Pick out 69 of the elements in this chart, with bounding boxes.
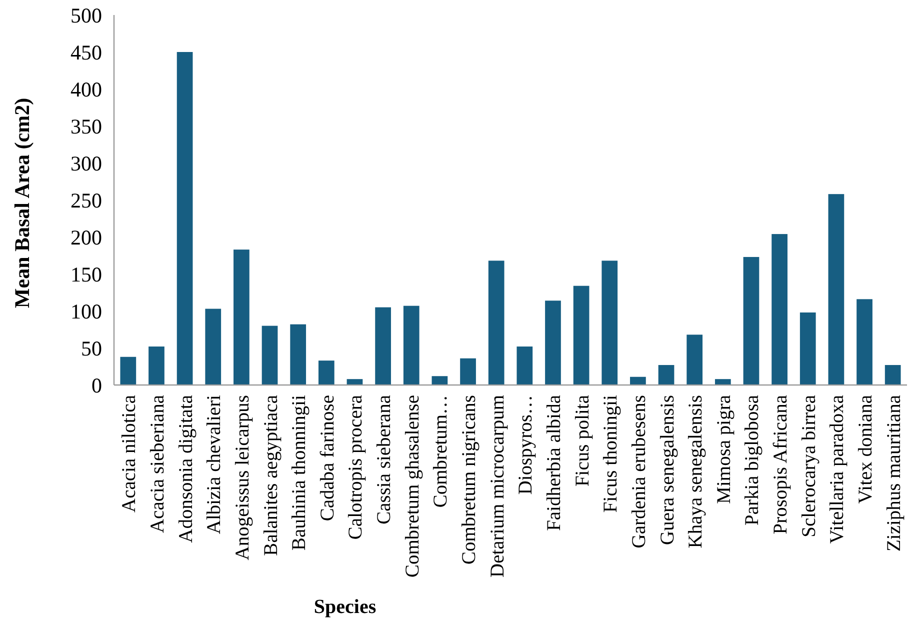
x-tick-label: Combretum nigricans: [459, 395, 480, 565]
bar: [432, 376, 448, 385]
x-tick-label: Combretum ghasalense: [402, 395, 424, 578]
x-tick-label: Guera senegalensis: [657, 395, 678, 545]
bar: [460, 358, 476, 385]
bar: [828, 194, 844, 385]
bar: [375, 307, 391, 385]
y-tick-label: 100: [70, 299, 102, 324]
x-tick-label: Vitex doniana: [856, 394, 877, 504]
bar: [290, 324, 306, 385]
y-tick-label: 450: [70, 40, 102, 64]
y-tick-label: 0: [92, 373, 102, 398]
x-tick-label: Anogeissus leicarpus: [232, 395, 254, 560]
x-tick-label: Ficus thoningii: [600, 394, 622, 513]
bar: [488, 260, 504, 385]
x-tick-label: Gardenia erubesens: [628, 395, 650, 548]
bar: [234, 250, 250, 385]
x-tick-label: Parkia biglobosa: [742, 394, 764, 526]
x-tick-label: Ficus polita: [572, 394, 594, 487]
bar: [545, 300, 561, 385]
x-tick-label: Albizia chevalieri: [204, 394, 226, 534]
x-tick-label: Acacia sieberiana: [147, 394, 168, 534]
x-tick-label: Cadaba farinose: [317, 395, 338, 522]
bar: [573, 286, 590, 385]
x-tick-label: Vitellaria paradoxa: [827, 394, 848, 544]
bar: [884, 365, 901, 385]
x-tick-label: Faidherbia albida: [544, 394, 565, 531]
bar: [686, 334, 703, 385]
bar: [176, 52, 193, 385]
x-tick-label: Cassia sieberana: [374, 394, 396, 524]
x-tick-label: Ziziphus mauritiana: [884, 394, 905, 552]
y-tick-label: 50: [81, 336, 102, 360]
y-tick-label: 200: [70, 225, 102, 250]
x-tick-label: Detarium microcarpum: [487, 395, 508, 578]
y-tick-label: 250: [70, 188, 102, 212]
y-tick-label: 150: [70, 262, 102, 286]
x-tick-label: Diospyros…: [516, 395, 537, 495]
bar: [714, 379, 731, 385]
bar: [602, 260, 618, 385]
bar: [772, 234, 788, 385]
x-tick-label: Calotropis procera: [346, 394, 367, 540]
x-tick-label: Acacia nilotica: [119, 394, 140, 512]
bar: [205, 308, 222, 385]
x-tick-label: Combretum…: [430, 395, 452, 508]
bar: [318, 360, 334, 385]
y-axis-title: Mean Basal Area (cm2): [10, 98, 34, 308]
bar: [262, 326, 278, 385]
x-tick-label: Khaya senegalensis: [686, 395, 707, 548]
y-tick-label: 500: [70, 3, 102, 28]
y-tick-label: 400: [70, 77, 102, 102]
bar: [403, 306, 420, 385]
x-tick-label: Adonsonia digitata: [176, 394, 197, 543]
y-tick-label: 300: [70, 151, 102, 176]
bar: [346, 379, 363, 385]
x-axis-title: Species: [314, 596, 376, 618]
bar: [630, 376, 646, 385]
bar: [800, 312, 816, 385]
x-tick-label: Prosopis Africana: [770, 394, 792, 534]
bar: [658, 365, 674, 385]
y-tick-label: 350: [70, 114, 102, 138]
bar: [516, 346, 533, 385]
bar: [743, 256, 760, 385]
x-tick-label: Mimosa pigra: [714, 394, 735, 504]
bar: [148, 346, 164, 385]
x-tick-label: Sclerocarya birrea: [798, 394, 820, 538]
x-tick-label: Balanites aegyptiaca: [260, 394, 282, 556]
bar: [856, 299, 872, 385]
bar: [120, 356, 136, 385]
x-tick-label: Bauhinia thonningii: [289, 394, 310, 550]
